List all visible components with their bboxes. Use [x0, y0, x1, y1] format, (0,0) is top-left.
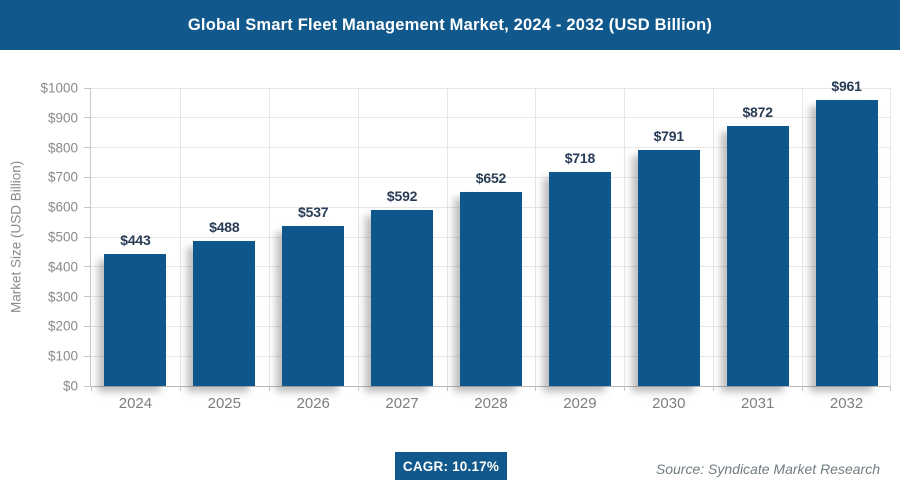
- bar-2031: [726, 126, 789, 386]
- vertical-gridline: [712, 88, 714, 386]
- y-axis-tick: [84, 236, 91, 238]
- bar-2025: [193, 240, 256, 386]
- y-axis-tick-label: $600: [47, 199, 78, 215]
- bar-2029: [548, 172, 611, 386]
- y-axis-tick-label: $200: [47, 318, 78, 334]
- vertical-gridline: [357, 88, 359, 386]
- y-axis-tick-label: $400: [47, 259, 78, 275]
- vertical-gridline: [890, 88, 891, 386]
- bar-2024: [104, 254, 167, 386]
- x-axis-category-label: 2027: [385, 395, 419, 412]
- y-axis-tick-label: $800: [47, 140, 78, 156]
- y-axis-tick: [84, 176, 91, 178]
- x-axis-tick: [91, 386, 92, 391]
- bar-value-label: $443: [120, 232, 151, 248]
- bar-2026: [282, 225, 345, 386]
- bar-value-label: $652: [475, 169, 507, 186]
- x-axis-tick: [623, 386, 625, 391]
- y-axis-tick-label: $100: [47, 348, 78, 364]
- y-axis-tick-label: $300: [47, 289, 78, 305]
- x-axis-tick: [446, 386, 448, 391]
- chart-title-bar: Global Smart Fleet Management Market, 20…: [0, 0, 900, 50]
- x-axis-category-label: 2028: [474, 395, 508, 412]
- y-axis-tick: [84, 147, 91, 149]
- horizontal-gridline: [91, 117, 891, 119]
- vertical-gridline: [446, 88, 448, 386]
- vertical-gridline: [268, 88, 270, 386]
- bar-value-label: $488: [209, 218, 240, 235]
- vertical-gridline: [534, 88, 536, 386]
- bar-value-label: $961: [831, 77, 862, 94]
- bar-value-label: $537: [298, 203, 329, 220]
- bar-2028: [460, 191, 522, 386]
- y-axis-tick: [84, 266, 91, 268]
- cagr-badge: CAGR: 10.17%: [395, 452, 507, 480]
- x-axis-category-label: 2030: [652, 395, 686, 412]
- bar-2030: [637, 150, 700, 386]
- y-axis-title: Market Size (USD Billion): [8, 160, 24, 314]
- y-axis-tick: [84, 87, 91, 89]
- y-axis-tick: [84, 355, 91, 357]
- horizontal-gridline: [91, 87, 891, 89]
- x-axis-category-label: 2032: [829, 395, 864, 412]
- bar-value-label: $791: [653, 128, 685, 145]
- y-axis-tick-label: $1000: [40, 80, 78, 96]
- y-axis-tick: [84, 296, 91, 298]
- plot-area: $0 $100 $200 $300 $400 $500 $600 $700 $800 $900 $1…: [40, 78, 891, 412]
- bar-value-label: $718: [564, 150, 596, 167]
- x-axis-category-label: 2026: [296, 395, 330, 412]
- y-axis-tick: [84, 117, 91, 119]
- x-axis-tick: [179, 386, 181, 391]
- y-axis-tick-label: $900: [47, 110, 78, 126]
- vertical-gridline: [623, 88, 625, 386]
- bar-value-label: $872: [742, 104, 773, 121]
- x-axis-category-label: 2029: [563, 395, 597, 412]
- y-axis-tick-label: $700: [47, 169, 78, 185]
- vertical-gridline: [801, 88, 803, 386]
- bar-2027: [371, 209, 434, 386]
- bar-2032: [815, 99, 878, 386]
- x-axis-tick: [357, 386, 359, 391]
- x-axis-category-label: 2024: [118, 395, 153, 412]
- x-axis-category-label: 2031: [740, 395, 775, 412]
- horizontal-gridline: [91, 147, 891, 149]
- x-axis-category-label: 2025: [207, 395, 241, 412]
- vertical-gridline: [179, 88, 181, 386]
- y-axis-tick: [84, 385, 91, 387]
- y-axis-tick: [84, 206, 91, 208]
- x-axis-tick: [712, 386, 714, 391]
- y-axis-tick-label: $0: [62, 378, 78, 394]
- bar-value-label: $592: [386, 187, 418, 204]
- horizontal-gridline: [91, 176, 891, 178]
- y-axis-tick: [84, 325, 91, 327]
- source-credit: Source: Syndicate Market Research: [655, 461, 880, 477]
- x-axis-tick: [801, 386, 803, 391]
- x-axis-tick: [890, 386, 891, 391]
- x-axis-tick: [268, 386, 270, 391]
- chart-title: Global Smart Fleet Management Market, 20…: [187, 15, 713, 34]
- x-axis-tick: [534, 386, 536, 391]
- y-axis-tick-label: $500: [47, 229, 78, 245]
